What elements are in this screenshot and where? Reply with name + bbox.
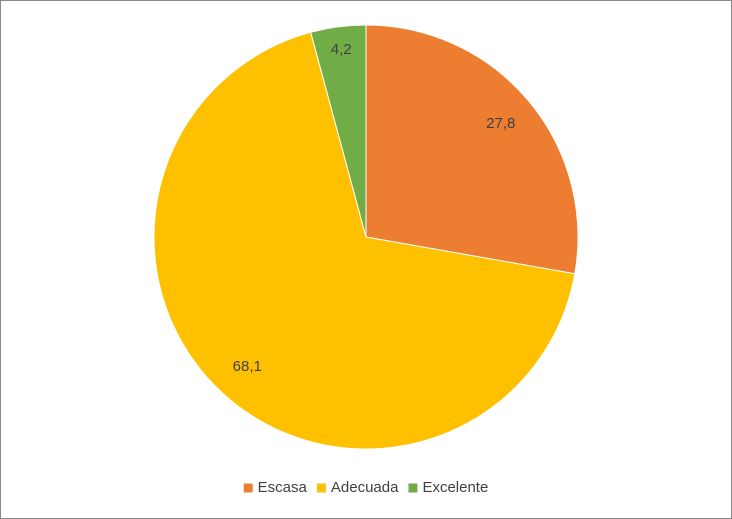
legend-swatch <box>243 483 253 493</box>
pie-slice <box>310 24 367 238</box>
legend-swatch <box>408 483 418 493</box>
data-label: 68,1 <box>233 358 262 375</box>
legend-label: Escasa <box>258 479 308 496</box>
data-label: 4,2 <box>331 41 352 58</box>
legend-label: Excelente <box>422 479 488 496</box>
pie-slice <box>365 24 579 275</box>
data-label: 27,8 <box>486 115 515 132</box>
pie-slice <box>153 31 576 450</box>
legend-label: Adecuada <box>331 479 399 496</box>
legend-swatch <box>316 483 326 493</box>
